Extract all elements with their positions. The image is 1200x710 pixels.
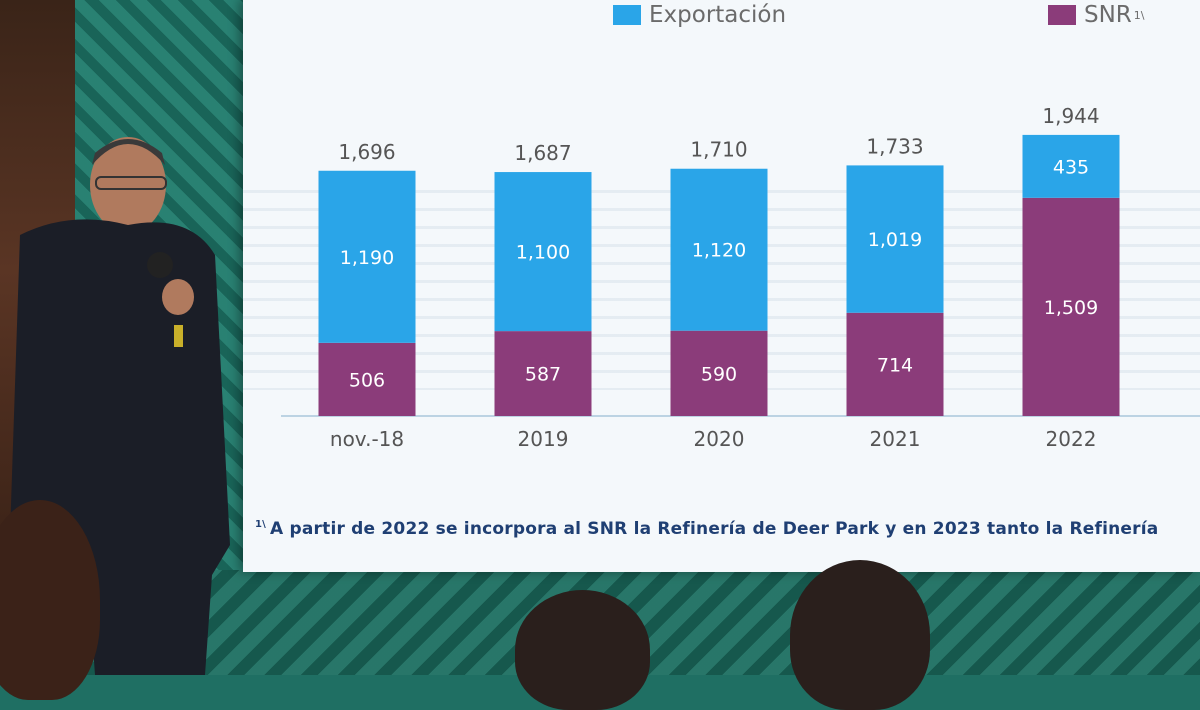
bar-snr — [1022, 197, 1120, 416]
bar-snr — [318, 342, 416, 416]
data-label-export: 1,019 — [868, 229, 922, 251]
footnote: 1\ A partir de 2022 se incorpora al SNR l… — [255, 519, 1158, 539]
footnote-mark: 1\ — [255, 519, 267, 531]
data-label-export: 435 — [1053, 156, 1089, 178]
microphone-band — [174, 325, 183, 347]
data-label-export: 1,100 — [516, 242, 570, 264]
data-label-total: 1,710 — [690, 138, 747, 162]
bar-export — [670, 168, 768, 331]
x-tick-label: nov.-18 — [330, 427, 404, 451]
x-tick-label: 2019 — [518, 427, 569, 451]
data-label-total: 1,733 — [866, 134, 923, 158]
data-label-total: 1,696 — [338, 140, 395, 164]
presenter-head — [90, 137, 166, 233]
data-label-export: 1,120 — [692, 240, 746, 262]
legend-snr-swatch — [1048, 5, 1076, 25]
data-label-snr: 506 — [349, 369, 385, 391]
x-tick-label: 2020 — [694, 427, 745, 451]
audience-member-right — [790, 560, 930, 710]
microphone-icon — [147, 252, 173, 278]
bar-export — [1022, 134, 1120, 198]
audience-member-left — [0, 500, 100, 700]
bar-snr — [846, 312, 944, 416]
data-label-snr: 590 — [701, 363, 737, 385]
legend-export-label: Exportación — [649, 2, 787, 28]
data-label-snr: 1,509 — [1044, 297, 1098, 319]
legend-snr-label: SNR — [1084, 2, 1132, 28]
stacked-bar-chart: 506 1,190 1,696 nov.-18 587 1,100 1,687 2019 590… — [281, 104, 1200, 451]
bar-snr — [670, 330, 768, 416]
bar-snr — [494, 331, 592, 416]
data-label-snr: 714 — [877, 354, 913, 376]
data-label-export: 1,190 — [340, 247, 394, 269]
data-label-snr: 587 — [525, 364, 561, 386]
x-tick-label: 2022 — [1046, 427, 1097, 451]
x-tick-label: 2021 — [870, 427, 921, 451]
bar-export — [846, 165, 944, 313]
legend-snr-footnote-mark: 1\ — [1133, 8, 1145, 22]
legend-export-swatch — [613, 5, 641, 25]
bar-export — [494, 172, 592, 332]
presentation-screen: Exportación SNR 1\ 506 1,190 1,696 nov.-18 5… — [243, 0, 1200, 572]
footnote-text: A partir de 2022 se incorpora al SNR la … — [270, 519, 1159, 539]
bar-export — [318, 170, 416, 343]
data-label-total: 1,944 — [1042, 104, 1099, 128]
audience-member-center — [515, 590, 650, 710]
legend-export: Exportación — [613, 2, 786, 28]
presenter-hand — [162, 279, 194, 315]
data-label-total: 1,687 — [514, 141, 571, 165]
legend-snr: SNR 1\ — [1048, 2, 1145, 28]
presenter-hair — [92, 139, 165, 165]
presenter-glasses — [95, 176, 167, 190]
